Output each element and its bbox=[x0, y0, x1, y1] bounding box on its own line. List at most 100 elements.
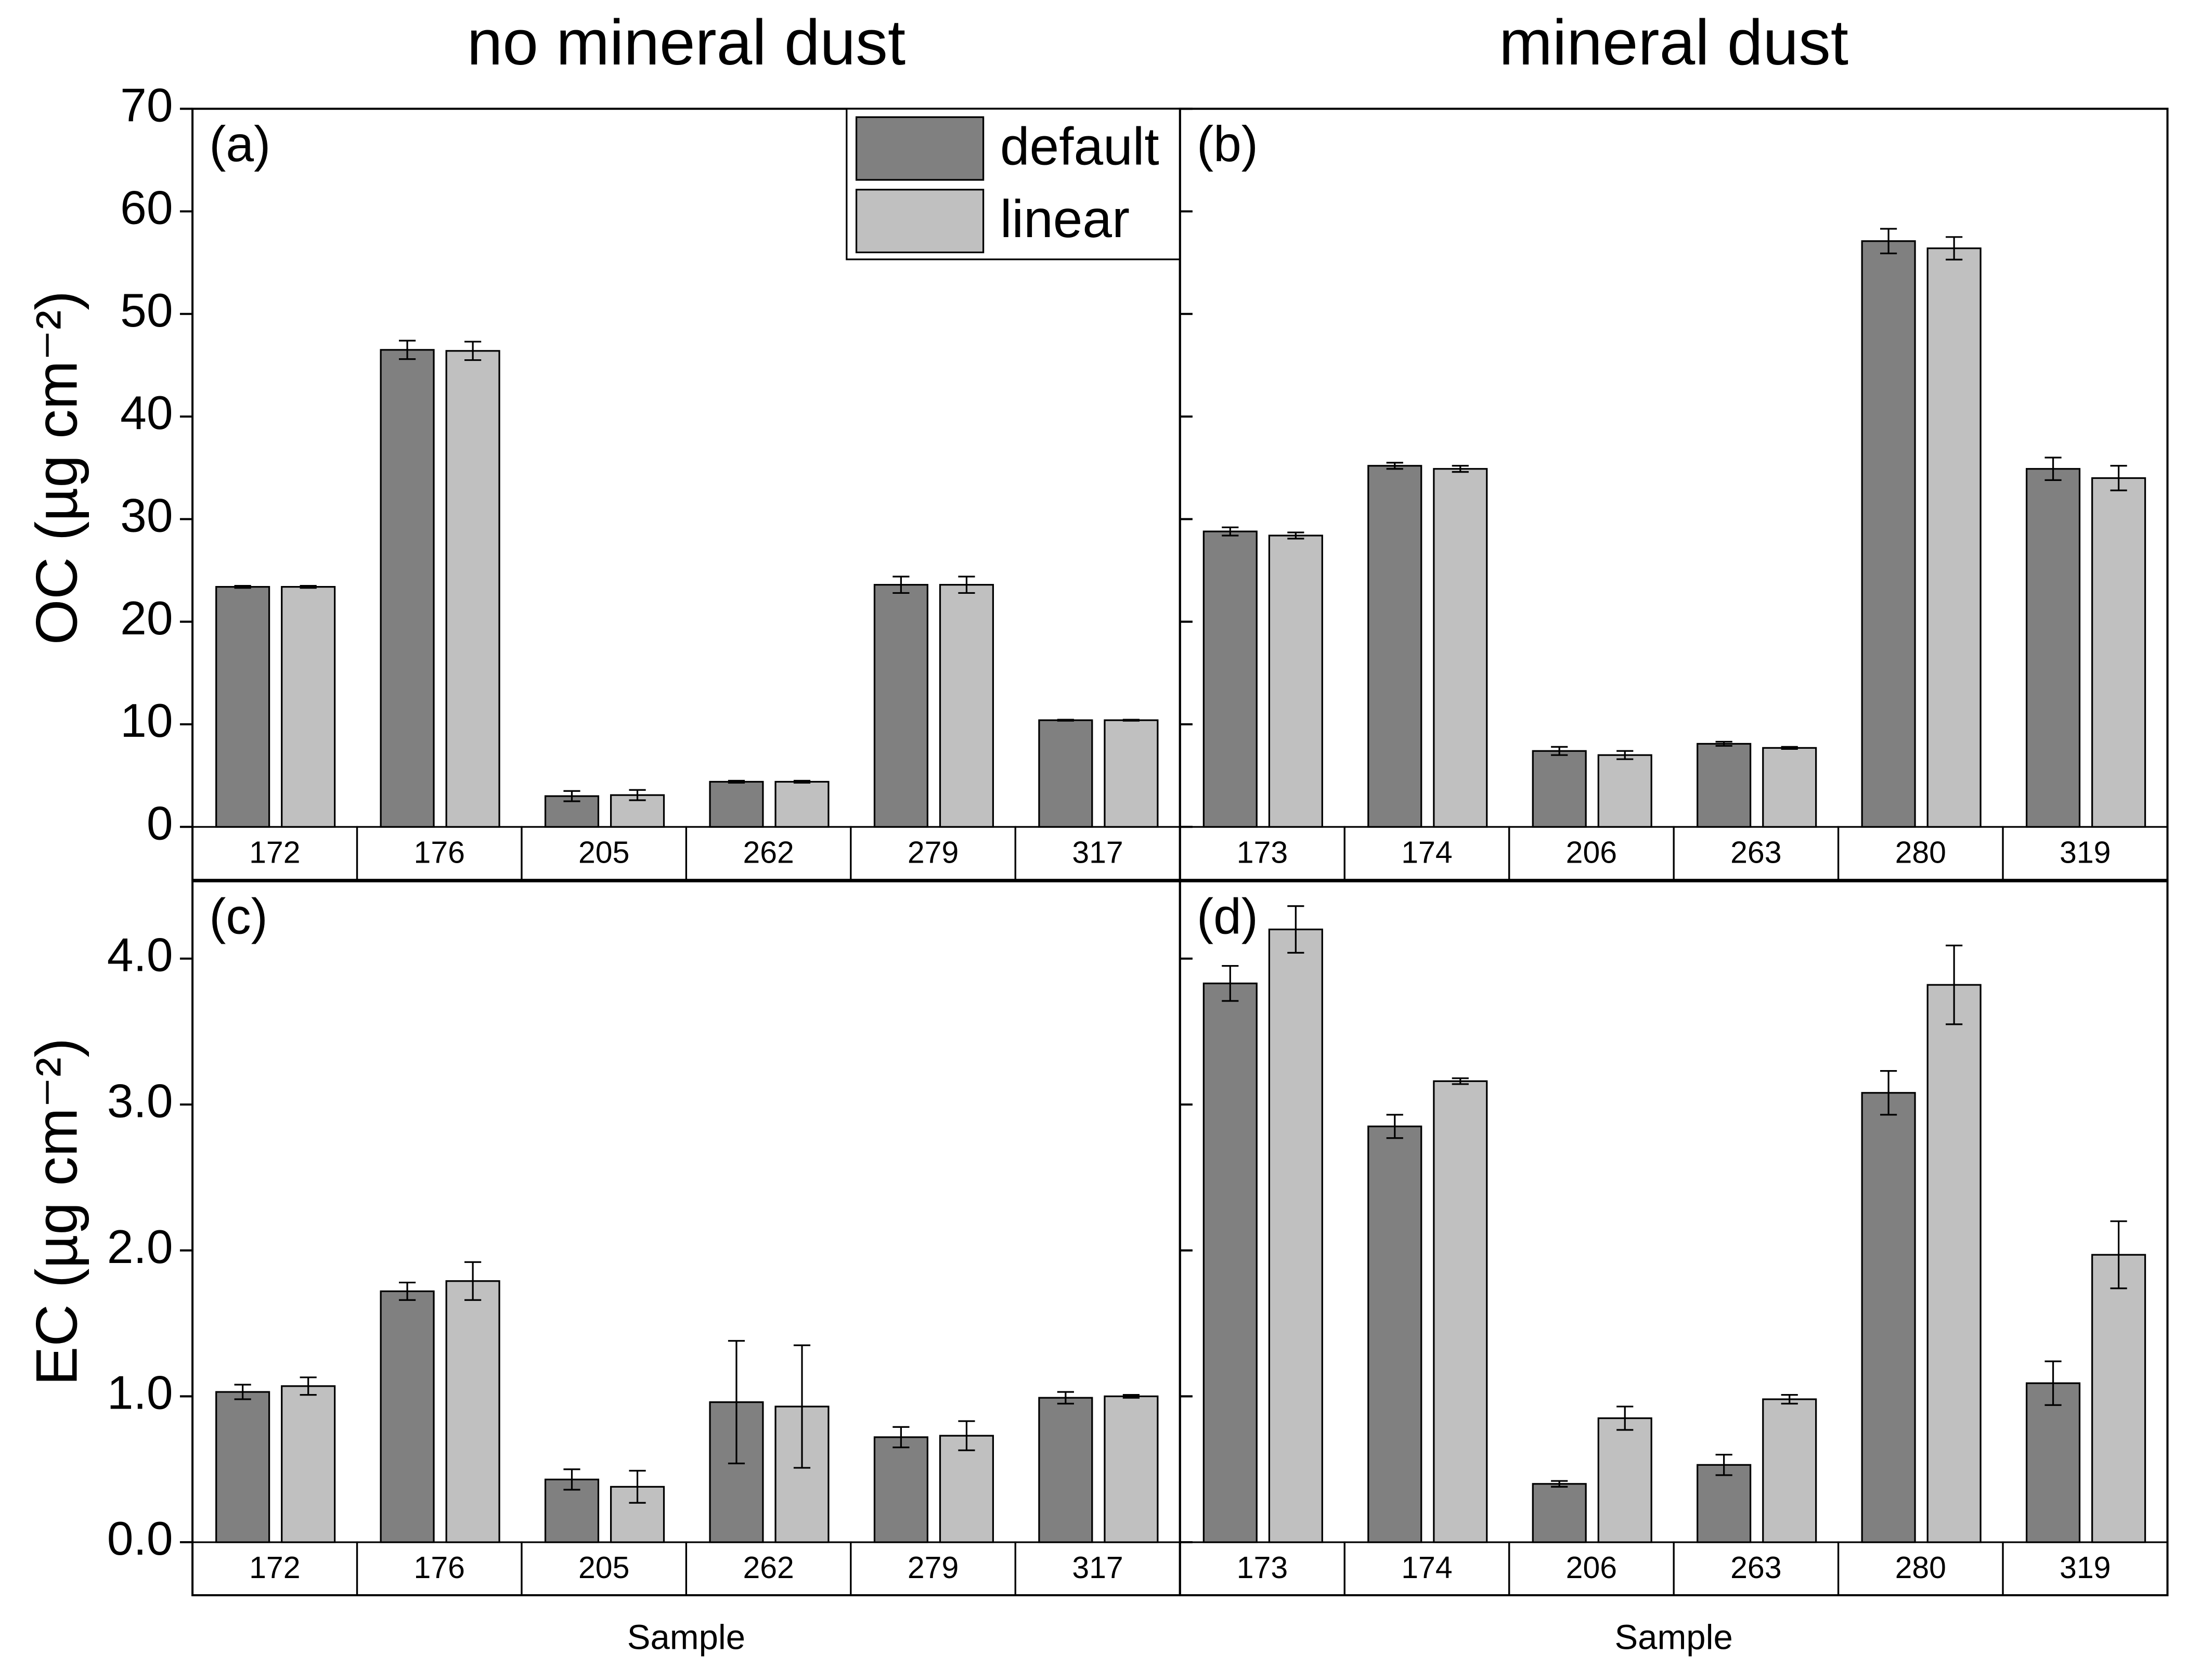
bar bbox=[1532, 1483, 1587, 1543]
x-tick-label: 205 bbox=[578, 836, 629, 870]
y-tick-label: 70 bbox=[120, 79, 173, 132]
y-tick-label: 50 bbox=[120, 284, 173, 337]
bar bbox=[939, 584, 994, 828]
legend-label: default bbox=[1000, 117, 1159, 176]
bar bbox=[1697, 743, 1752, 828]
x-tick-label: 174 bbox=[1401, 836, 1452, 870]
x-tick-label: 279 bbox=[908, 836, 959, 870]
error-bar bbox=[793, 779, 811, 784]
error-bar bbox=[464, 1261, 482, 1301]
x-tick-label: 280 bbox=[1895, 1551, 1946, 1585]
bar bbox=[1861, 240, 1916, 828]
bar bbox=[1038, 1397, 1093, 1543]
bar bbox=[1104, 1395, 1159, 1543]
category-cell bbox=[2002, 1541, 2169, 1596]
category-cell bbox=[2002, 826, 2169, 881]
error-bar bbox=[1781, 1394, 1798, 1405]
bar bbox=[1038, 719, 1093, 828]
x-tick-label: 262 bbox=[743, 836, 794, 870]
y-tick-label: 3.0 bbox=[107, 1074, 173, 1127]
x-tick-label: 173 bbox=[1237, 836, 1288, 870]
column-title: mineral dust bbox=[1499, 7, 1848, 79]
y-tick-label: 10 bbox=[120, 694, 173, 747]
bar bbox=[2025, 468, 2081, 828]
y-tick-label: 1.0 bbox=[107, 1366, 173, 1419]
error-bar bbox=[728, 1340, 745, 1465]
bar bbox=[1433, 1080, 1488, 1543]
bar bbox=[873, 1436, 928, 1543]
error-bar bbox=[1946, 236, 1963, 261]
error-bar bbox=[464, 341, 482, 361]
x-tick-label: 176 bbox=[414, 1551, 465, 1585]
bar bbox=[1104, 719, 1159, 828]
y-tick-label: 0.0 bbox=[107, 1512, 173, 1565]
error-bar bbox=[958, 576, 975, 594]
x-tick-label: 176 bbox=[414, 836, 465, 870]
bar bbox=[2025, 1382, 2081, 1543]
error-bar bbox=[563, 790, 580, 802]
error-bar bbox=[2110, 1220, 2127, 1290]
error-bar bbox=[1057, 719, 1074, 722]
error-bar bbox=[1122, 719, 1140, 722]
error-bar bbox=[2110, 465, 2127, 491]
bar bbox=[1202, 982, 1258, 1543]
error-bar bbox=[1287, 531, 1304, 540]
y-axis-label: EC (µg cm⁻²) bbox=[24, 1038, 89, 1386]
x-tick-label: 279 bbox=[908, 1551, 959, 1585]
bar bbox=[1367, 465, 1422, 828]
bar bbox=[709, 780, 764, 828]
bar bbox=[380, 1290, 435, 1543]
x-tick-label: 206 bbox=[1566, 1551, 1617, 1585]
error-bar bbox=[629, 789, 646, 801]
column-title: no mineral dust bbox=[467, 7, 905, 79]
error-bar bbox=[892, 1426, 910, 1449]
x-tick-label: 206 bbox=[1566, 836, 1617, 870]
error-bar bbox=[563, 1468, 580, 1491]
x-tick-label: 262 bbox=[743, 1551, 794, 1585]
error-bar bbox=[1616, 750, 1634, 760]
plot-frame bbox=[1179, 108, 2169, 881]
bar bbox=[1268, 928, 1323, 1543]
x-axis-label: Sample bbox=[1614, 1618, 1732, 1657]
bar bbox=[1202, 530, 1258, 828]
bar bbox=[215, 585, 270, 828]
error-bar bbox=[1880, 228, 1897, 254]
x-tick-label: 172 bbox=[249, 836, 300, 870]
x-tick-label: 317 bbox=[1072, 1551, 1123, 1585]
bar bbox=[1926, 247, 1982, 828]
error-bar bbox=[1781, 746, 1798, 750]
y-tick-label: 4.0 bbox=[107, 929, 173, 982]
bar bbox=[2091, 1254, 2146, 1543]
error-bar bbox=[1715, 1454, 1732, 1476]
bar bbox=[2091, 477, 2146, 828]
error-bar bbox=[300, 1376, 317, 1396]
x-tick-label: 205 bbox=[578, 1551, 629, 1585]
error-bar bbox=[1452, 465, 1469, 473]
bar bbox=[1762, 747, 1817, 828]
bar bbox=[380, 349, 435, 828]
bar bbox=[1367, 1125, 1422, 1543]
bar bbox=[1697, 1464, 1752, 1543]
error-bar bbox=[1946, 944, 1963, 1025]
error-bar bbox=[398, 340, 416, 360]
bar bbox=[281, 1385, 336, 1543]
error-bar bbox=[793, 1344, 811, 1469]
bar bbox=[939, 1435, 994, 1543]
bar bbox=[281, 585, 336, 828]
bar bbox=[1597, 1417, 1652, 1543]
bar bbox=[1861, 1092, 1916, 1543]
error-bar bbox=[728, 779, 745, 784]
error-bar bbox=[1880, 1070, 1897, 1116]
bar bbox=[445, 350, 500, 828]
error-bar bbox=[1715, 740, 1732, 747]
error-bar bbox=[234, 585, 251, 589]
error-bar bbox=[1551, 1480, 1568, 1488]
panel-label: (c) bbox=[209, 889, 268, 944]
x-tick-label: 319 bbox=[2060, 836, 2111, 870]
error-bar bbox=[1386, 1114, 1403, 1139]
bar bbox=[445, 1280, 500, 1543]
error-bar bbox=[1122, 1394, 1140, 1399]
bar bbox=[873, 584, 928, 828]
bar bbox=[1762, 1398, 1817, 1543]
